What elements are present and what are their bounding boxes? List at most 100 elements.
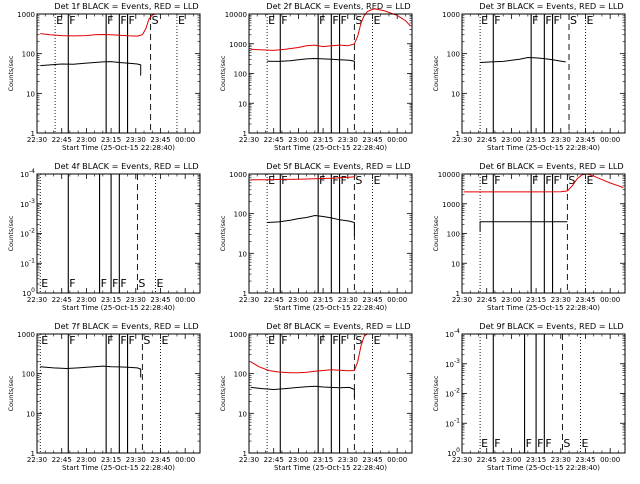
chart-title: Det 5f BLACK = Events, RED = LLD (266, 161, 410, 171)
x-tick-label: 22:45 (52, 136, 72, 144)
event-marker-letter: E (373, 14, 380, 27)
x-tick-label: 22:30 (452, 136, 472, 144)
series-line-black (267, 214, 355, 236)
y-tick-label: 1000 (229, 331, 247, 339)
plot-frame (461, 333, 626, 454)
event-marker-letter: F (341, 174, 347, 187)
x-tick-label: 23:45 (150, 296, 170, 304)
x-tick-label: 22:30 (239, 456, 259, 464)
event-marker-letter: E (481, 14, 488, 27)
x-tick-label: 23:45 (362, 136, 382, 144)
x-axis-label: Start Time (25-Oct-15 22:28:40) (487, 144, 600, 152)
x-tick-label: 23:15 (526, 456, 546, 464)
chart-panel-9: Det 9f BLACK = Events, RED = LLD Counts/s… (432, 321, 626, 472)
y-tick-label: 100 (234, 371, 247, 379)
x-tick-label: 23:00 (501, 456, 521, 464)
event-marker-letter: F (532, 174, 538, 187)
event-marker-letter: E (268, 14, 275, 27)
event-marker-letter: E (161, 334, 168, 347)
chart-title: Det 1f BLACK = Events, RED = LLD (54, 1, 198, 11)
x-tick-label: 23:15 (101, 136, 121, 144)
y-tick-label: 10 (238, 250, 247, 258)
chart-panel-8: Det 8f BLACK = Events, RED = LLD Counts/s… (219, 321, 413, 472)
event-marker-letter: S (152, 14, 159, 27)
event-marker-letter: F (281, 334, 287, 347)
y-tick-label: 1 (243, 290, 247, 298)
y-tick-label: 1 (456, 130, 460, 138)
y-tick-label: 10 (451, 90, 460, 98)
plot-frame (248, 333, 413, 454)
y-tick-label: 10 (26, 90, 35, 98)
event-marker-letter: E (56, 14, 63, 27)
event-marker-letter: F (526, 437, 532, 450)
event-marker-letter: F (319, 14, 325, 27)
x-tick-label: 22:30 (239, 136, 259, 144)
y-tick-label: 10-1 (20, 257, 35, 268)
series-line-red (463, 173, 624, 193)
x-tick-label: 23:30 (551, 456, 571, 464)
x-tick-label: 23:45 (150, 136, 170, 144)
event-marker-letter: F (332, 14, 338, 27)
event-marker-letter: E (178, 14, 185, 27)
series-line-black (40, 365, 142, 378)
y-axis-label: Counts/sec (219, 375, 227, 411)
plot-frame (248, 13, 413, 134)
plot-frame (461, 13, 626, 134)
x-tick-label: 22:45 (477, 136, 497, 144)
chart-title: Det 3f BLACK = Events, RED = LLD (479, 1, 623, 11)
event-marker-letter: S (568, 174, 575, 187)
y-axis-label: Counts/sec (7, 375, 15, 411)
y-tick-label: 1 (243, 130, 247, 138)
y-axis-label: Counts/sec (432, 55, 440, 91)
event-marker-letter: S (355, 14, 362, 27)
event-marker-letter: E (157, 277, 164, 290)
event-marker-letter: F (341, 14, 347, 27)
x-axis-label: Start Time (25-Oct-15 22:28:40) (274, 464, 387, 472)
chart-title: Det 2f BLACK = Events, RED = LLD (266, 1, 410, 11)
event-marker-letter: F (494, 437, 500, 450)
event-marker-letter: E (41, 334, 48, 347)
x-tick-label: 23:00 (76, 296, 96, 304)
x-tick-label: 00:00 (175, 136, 195, 144)
plot-frame (36, 173, 201, 294)
event-marker-letter: F (120, 14, 126, 27)
y-tick-label: 10 (238, 100, 247, 108)
event-marker-letter: F (494, 174, 500, 187)
x-tick-label: 00:00 (175, 296, 195, 304)
x-tick-label: 23:15 (313, 136, 333, 144)
x-tick-label: 23:45 (575, 456, 595, 464)
event-marker-letter: F (545, 174, 551, 187)
x-tick-label: 23:00 (288, 136, 308, 144)
series-line-black (480, 56, 566, 63)
y-tick-label: 10000 (438, 171, 460, 179)
chart-panel-3: Det 3f BLACK = Events, RED = LLD Counts/s… (432, 1, 626, 152)
event-marker-letter: F (537, 437, 543, 450)
plot-frame (36, 333, 201, 454)
y-tick-label: 10 (238, 410, 247, 418)
y-tick-label: 1000 (17, 331, 35, 339)
x-axis-label: Start Time (25-Oct-15 22:28:40) (274, 304, 387, 312)
y-tick-label: 1000 (442, 201, 460, 209)
x-tick-label: 23:00 (76, 136, 96, 144)
x-tick-label: 22:45 (52, 456, 72, 464)
x-tick-label: 23:00 (288, 456, 308, 464)
series-line-black (479, 221, 568, 232)
event-marker-letter: F (120, 277, 126, 290)
x-tick-label: 23:30 (551, 296, 571, 304)
event-marker-letter: E (373, 174, 380, 187)
event-marker-letter: E (481, 437, 488, 450)
event-marker-letter: F (319, 334, 325, 347)
chart-panel-2: Det 2f BLACK = Events, RED = LLD Counts/s… (219, 1, 413, 152)
plot-frame (461, 173, 626, 294)
x-tick-label: 23:30 (338, 456, 358, 464)
chart-panel-4: Det 4f BLACK = Events, RED = LLD Counts/s… (7, 161, 201, 312)
event-marker-letter: F (69, 277, 75, 290)
x-axis-label: Start Time (25-Oct-15 22:28:40) (62, 464, 175, 472)
event-marker-letter: F (101, 277, 107, 290)
x-tick-label: 22:30 (452, 456, 472, 464)
x-tick-label: 22:30 (27, 296, 47, 304)
y-axis-label: Counts/sec (7, 55, 15, 91)
y-tick-label: 1000 (229, 171, 247, 179)
event-marker-letter: F (281, 14, 287, 27)
x-tick-label: 00:00 (175, 456, 195, 464)
